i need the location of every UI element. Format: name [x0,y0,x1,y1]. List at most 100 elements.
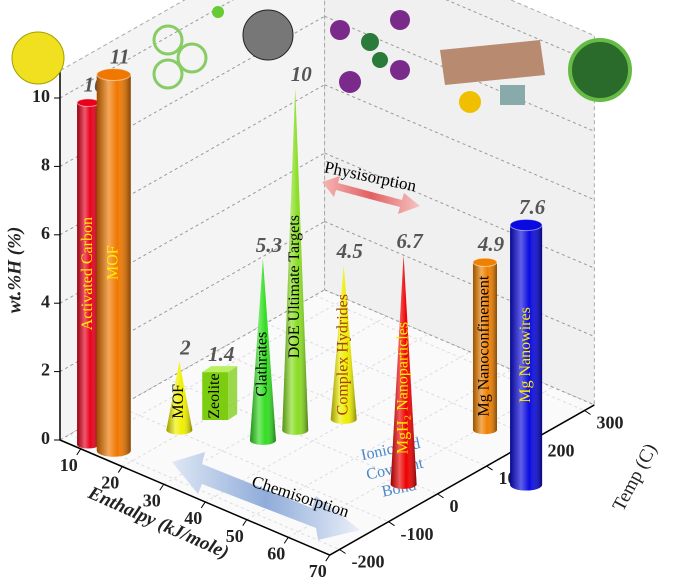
thumbnail [242,9,294,61]
y-tick-label: 8 [41,155,50,175]
z-tick-label: 200 [548,440,575,460]
tick-mark [76,448,82,456]
tick-mark [584,410,591,415]
x-tick-label: 10 [60,455,78,475]
grid-line [246,369,512,521]
bar-shade [166,361,193,435]
bar-body [202,372,229,420]
z-tick-label: -100 [401,524,434,544]
x-tick-label: 40 [184,508,202,528]
tick-mark [339,549,346,554]
bar-shade [282,88,309,435]
tick-mark [117,466,123,473]
physisorption-arrow [322,176,420,214]
bar-shade [249,259,276,445]
thumbnail [11,31,65,85]
x-tick-label: 60 [267,543,285,563]
value-label: 7.6 [519,195,546,219]
z-tick-label: 300 [597,413,624,433]
tick-mark [388,521,395,527]
bar-label: MOF [104,245,121,280]
bar-shade [390,255,417,489]
tick-mark [159,483,165,491]
x-tick-label: 20 [101,473,119,493]
z-tick-label: 0 [450,496,459,516]
bar-shade [77,102,100,449]
bar-label: Activated Carbon [79,217,96,330]
x-tick-label: 50 [226,526,244,546]
y-tick-label: 6 [41,223,50,243]
tick-mark [325,554,331,562]
z-axis-line [329,404,595,556]
value-label: 1.4 [208,342,234,366]
grid-line [324,152,595,269]
thumbnail [568,38,632,102]
thumbnail [330,10,410,93]
bar-label: Mg Nanoconfinement [476,275,493,416]
thumbnails [11,6,632,113]
tick-mark [200,501,206,509]
bar-top [472,257,498,267]
bar-label: Mg Nanowires [517,307,534,403]
y-axis-title: wt.%H (%) [4,227,25,314]
bar: DOE Ultimate Targets 10 [282,62,312,435]
value-label: 4.5 [336,239,363,263]
tick-mark [242,519,248,526]
bar-label: Clathrates [254,332,271,397]
bar: Zeolite 1.4 [202,342,238,420]
grid-line [205,351,471,503]
bar: Clathrates 5.3 [249,233,282,445]
bar-shade [96,74,131,457]
bar-top [76,98,100,108]
y-tick-label: 10 [32,86,50,106]
tick-mark [486,465,493,471]
x-tick-label: 70 [309,561,327,581]
bar-top [96,68,132,82]
bar-side [228,366,238,420]
y-tick-label: 4 [41,291,50,311]
value-label: 5.3 [256,233,282,257]
grid-line [445,0,595,64]
bar-top [509,218,543,232]
bar-shade [510,224,543,491]
z-tick-label: -200 [352,552,385,572]
bar-label: Zeolite [206,373,223,418]
bar: Mg Nanoconfinement 4.9 [472,232,505,435]
bar-label: DOE Ultimate Targets [286,215,303,358]
bar: MOF 2 [166,335,193,435]
grid-line [314,294,585,411]
z-axis-title: Temp (C) [609,440,662,514]
value-label: 2 [179,335,191,359]
x-axis-line [59,439,331,556]
grid-line [324,221,595,337]
tick-mark [437,493,444,499]
grid-line [324,84,595,201]
value-label: 4.9 [477,232,505,256]
floor [60,289,595,556]
thumbnail [440,40,545,113]
x-tick-label: 30 [143,490,161,510]
value-label: 10 [291,62,313,86]
thumbnail [152,24,208,90]
value-label: 11 [110,44,130,68]
thumbnail [212,6,224,18]
bar-top [202,366,238,373]
bar-label: Complex Hydrides [334,294,351,415]
bars: Complex Hydrides 4.5 Zeolite 1.4 Mg Nanoconf… [76,44,546,491]
bar: MgH₂ Nanoparticles 6.7 [390,229,424,489]
chemisorption-arrow [172,452,360,540]
tick-mark [283,537,289,544]
value-label: 6.7 [396,229,424,253]
y-tick-label: 2 [41,360,50,380]
y-tick-label: 0 [41,428,50,448]
bar-shade [330,265,357,424]
bar: Mg Nanowires 7.6 [509,195,546,491]
grid-line [324,289,595,406]
bar: MOF 11 [96,44,132,457]
bar-shade [472,262,497,435]
bar-label: MgH₂ Nanoparticles [394,322,411,454]
bar: Complex Hydrides 4.5 [330,239,363,424]
bar-label: MOF [170,384,187,419]
grid-line [118,406,389,523]
